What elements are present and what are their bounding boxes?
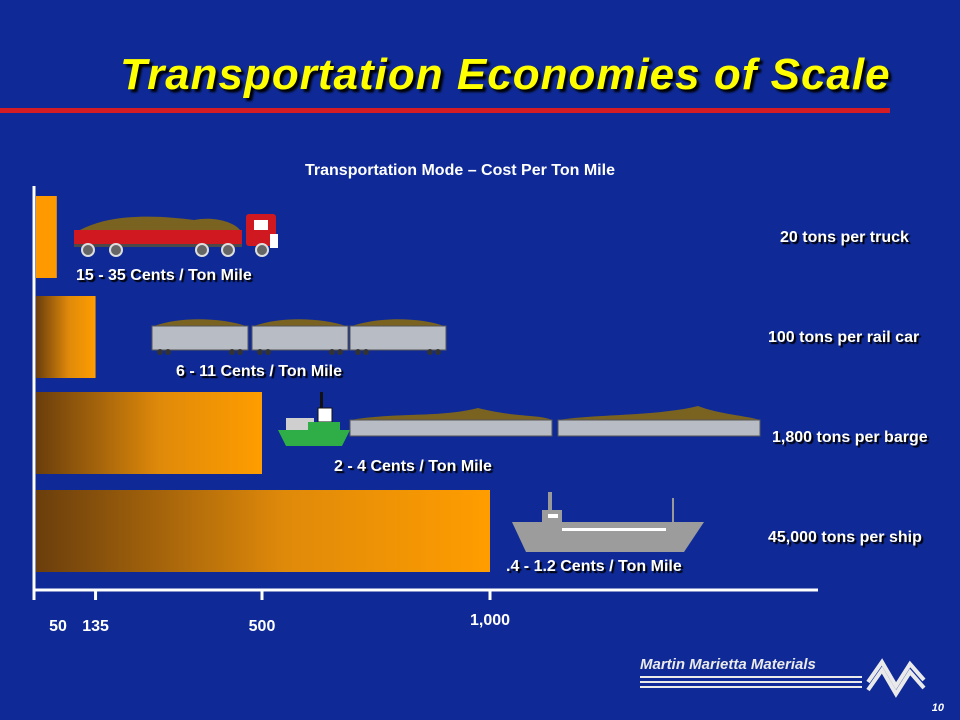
x-tick-label: 1,000 — [469, 612, 511, 629]
bar-truck — [36, 196, 57, 278]
page-number: 10 — [931, 702, 944, 714]
capacity-label-ship: 45,000 tons per ship — [768, 529, 922, 546]
cost-label-truck: 15 - 35 Cents / Ton Mile — [76, 267, 252, 284]
cost-label-barge: 2 - 4 Cents / Ton Mile — [334, 458, 492, 475]
rail-car-icon — [151, 319, 447, 355]
x-tick-label: 50 — [49, 618, 67, 635]
ship-icon — [512, 492, 704, 552]
cost-label-rail: 6 - 11 Cents / Ton Mile — [176, 363, 342, 380]
company-logo-text: Martin Marietta Materials — [640, 656, 816, 673]
truck-icon — [74, 214, 278, 257]
barge-icon — [278, 392, 761, 446]
x-tick-label: 135 — [82, 618, 109, 635]
bar-ship — [36, 490, 490, 572]
chart-title: Transportation Mode – Cost Per Ton Mile — [305, 162, 615, 179]
company-logo-icon — [866, 658, 926, 698]
capacity-label-truck: 20 tons per truck — [780, 229, 909, 246]
capacity-label-rail: 100 tons per rail car — [768, 329, 920, 346]
slide-title: Transportation Economies of Scale — [120, 50, 891, 99]
title-rule — [0, 108, 890, 113]
logo-rule-lines — [640, 676, 862, 691]
bar-rail — [36, 296, 96, 378]
capacity-label-barge: 1,800 tons per barge — [772, 429, 928, 446]
bar-barge — [36, 392, 262, 474]
x-tick-label: 500 — [248, 618, 276, 635]
cost-label-ship: .4 - 1.2 Cents / Ton Mile — [506, 558, 682, 575]
